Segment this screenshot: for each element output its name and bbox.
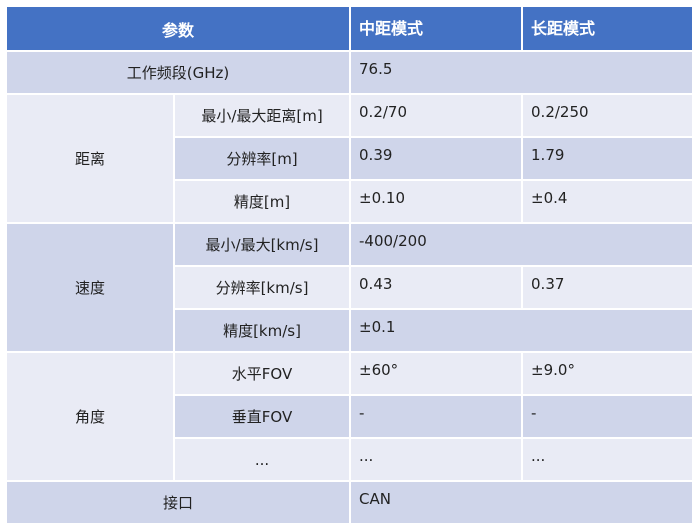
- row-distance-resolution: 分辨率[m] 0.39 1.79: [6, 136, 695, 181]
- distance-resolution-label: 分辨率[m]: [172, 136, 352, 181]
- speed-resolution-mid: 0.43: [349, 265, 524, 310]
- angle-hfov-mid: ±60°: [349, 351, 524, 396]
- interface-value: CAN: [349, 480, 695, 525]
- distance-group: 距离: [5, 93, 175, 224]
- distance-accuracy-mid: ±0.10: [349, 179, 524, 224]
- interface-label: 接口: [4, 480, 352, 525]
- row-speed-resolution: 分辨率[km/s] 0.43 0.37: [6, 265, 695, 310]
- header-long-range: 长距模式: [521, 5, 695, 52]
- speed-resolution-long: 0.37: [521, 265, 695, 310]
- distance-accuracy-long: ±0.4: [521, 179, 695, 224]
- row-distance-minmax: 距离 最小/最大距离[m] 0.2/70 0.2/250: [5, 93, 695, 224]
- row-speed-accuracy: 精度[km/s] ±0.1: [6, 308, 695, 353]
- freq-value: 76.5: [349, 50, 695, 95]
- row-angle-more: ... ... ...: [6, 437, 695, 482]
- row-distance-accuracy: 精度[m] ±0.10 ±0.4: [6, 179, 695, 224]
- header-param: 参数: [4, 5, 352, 52]
- distance-minmax-long: 0.2/250: [521, 93, 695, 138]
- header-row: 参数 中距模式 长距模式: [4, 5, 695, 52]
- speed-resolution-label: 分辨率[km/s]: [172, 265, 352, 310]
- angle-hfov-label: 水平FOV: [172, 351, 352, 396]
- angle-hfov-long: ±9.0°: [521, 351, 695, 396]
- distance-minmax-mid: 0.2/70: [349, 93, 524, 138]
- speed-minmax-label: 最小/最大[km/s]: [172, 222, 352, 267]
- row-interface: 接口 CAN: [4, 480, 695, 525]
- row-speed-minmax: 速度 最小/最大[km/s] -400/200: [5, 222, 695, 353]
- freq-label: 工作频段(GHz): [4, 50, 352, 95]
- speed-accuracy-value: ±0.1: [349, 308, 695, 353]
- header-mid-range: 中距模式: [349, 5, 524, 52]
- speed-minmax-value: -400/200: [349, 222, 695, 267]
- row-angle-vfov: 垂直FOV - -: [6, 394, 695, 439]
- row-frequency: 工作频段(GHz) 76.5: [4, 50, 695, 95]
- angle-vfov-label: 垂直FOV: [172, 394, 352, 439]
- angle-more-mid: ...: [349, 437, 524, 482]
- distance-accuracy-label: 精度[m]: [172, 179, 352, 224]
- speed-accuracy-label: 精度[km/s]: [172, 308, 352, 353]
- angle-vfov-mid: -: [349, 394, 524, 439]
- angle-group: 角度: [5, 351, 175, 482]
- distance-resolution-mid: 0.39: [349, 136, 524, 181]
- row-angle-hfov: 角度 水平FOV ±60° ±9.0°: [5, 351, 695, 482]
- angle-more-label: ...: [172, 437, 352, 482]
- speed-group: 速度: [5, 222, 175, 353]
- distance-minmax-label: 最小/最大距离[m]: [172, 93, 352, 138]
- angle-vfov-long: -: [521, 394, 695, 439]
- angle-more-long: ...: [521, 437, 695, 482]
- radar-spec-table: 参数 中距模式 长距模式 工作频段(GHz) 76.5 距离 最小/最大距离[m…: [4, 5, 695, 525]
- distance-resolution-long: 1.79: [521, 136, 695, 181]
